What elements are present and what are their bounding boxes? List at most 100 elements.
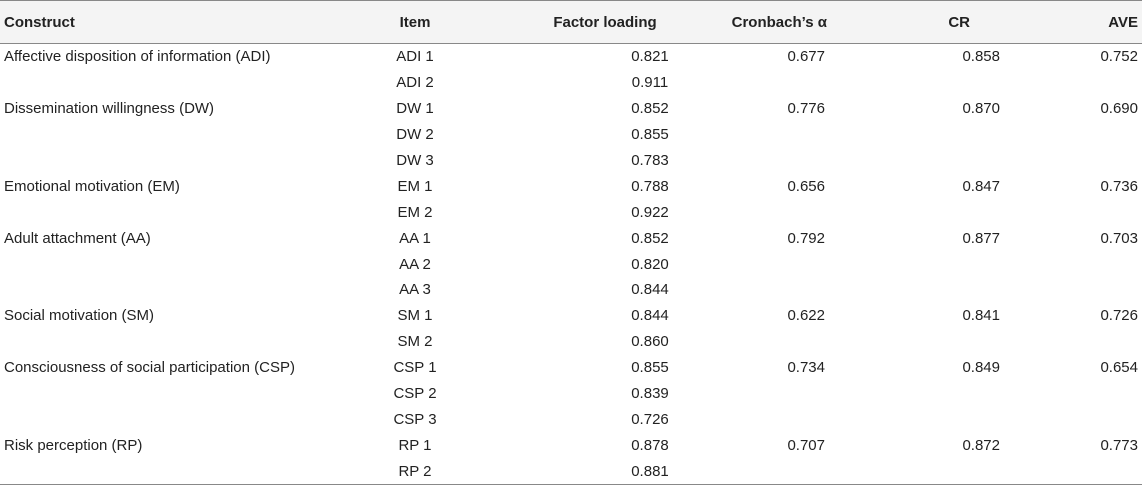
cell-ave: 0.773: [1100, 436, 1138, 454]
cell-item: EM 1: [397, 177, 433, 195]
cell-ave: 0.654: [1100, 359, 1138, 377]
cell-item: AA 3: [399, 281, 431, 299]
table-row: AA 3 0.844: [0, 277, 1142, 303]
cell-item: AA 1: [399, 229, 431, 247]
table-row: Affective disposition of information (AD…: [0, 44, 1142, 70]
cell-cr: [875, 70, 1010, 96]
cell-construct: Emotional motivation (EM): [4, 177, 180, 195]
cell-cronbach-alpha: [685, 329, 875, 355]
cell-cronbach-alpha: 0.734: [787, 359, 825, 377]
header-construct: Construct: [0, 0, 345, 44]
table-row: Dissemination willingness (DW) DW 1 0.852 0…: [0, 96, 1142, 122]
cell-cronbach-alpha: 0.792: [787, 229, 825, 247]
table-row: SM 2 0.860: [0, 329, 1142, 355]
cell-ave: [1010, 381, 1142, 407]
cell-cr: 0.872: [962, 436, 1000, 454]
cell-factor-loading: 0.783: [631, 152, 669, 169]
cell-ave: 0.726: [1100, 307, 1138, 325]
cell-cr: 0.877: [962, 229, 1000, 247]
cell-ave: 0.690: [1100, 100, 1138, 118]
cell-cr: [875, 406, 1010, 432]
cell-construct: [0, 406, 345, 432]
cell-item: CSP 3: [393, 410, 437, 428]
cell-cr: 0.847: [962, 177, 1000, 195]
cell-factor-loading: 0.820: [631, 255, 669, 273]
cell-construct: [0, 329, 345, 355]
header-factor-loading: Factor loading: [485, 0, 685, 44]
cell-cr: [875, 381, 1010, 407]
table-row: DW 2 0.855: [0, 122, 1142, 148]
cell-factor-loading: 0.878: [631, 436, 669, 454]
cell-cronbach-alpha: [685, 122, 875, 148]
cell-item: DW 1: [396, 100, 434, 118]
cell-construct: Affective disposition of information (AD…: [4, 48, 271, 66]
cell-factor-loading: 0.844: [631, 281, 669, 299]
cell-ave: [1010, 148, 1142, 174]
cell-item: AA 2: [399, 255, 431, 273]
cell-cronbach-alpha: [685, 199, 875, 225]
cell-factor-loading: 0.922: [631, 203, 669, 221]
table-row: RP 2 0.881: [0, 458, 1142, 486]
cell-ave: [1010, 199, 1142, 225]
cell-ave: [1010, 122, 1142, 148]
header-cr: CR: [875, 0, 1010, 44]
header-cronbach-alpha: Cronbach’s α: [685, 0, 875, 44]
cell-factor-loading: 0.855: [631, 359, 669, 377]
cell-cronbach-alpha: [685, 251, 875, 277]
table-row: Emotional motivation (EM) EM 1 0.788 0.656 0…: [0, 173, 1142, 199]
cell-item: RP 2: [345, 458, 485, 486]
cell-cr: [875, 122, 1010, 148]
cell-cr: [875, 251, 1010, 277]
table-row: EM 2 0.922: [0, 199, 1142, 225]
cell-cr: [875, 458, 1010, 486]
cell-ave: 0.752: [1100, 48, 1138, 66]
cell-factor-loading: 0.911: [631, 74, 669, 92]
cell-factor-loading: 0.852: [631, 100, 669, 118]
cell-item: EM 2: [397, 203, 433, 221]
cell-factor-loading: 0.839: [631, 385, 669, 403]
cell-factor-loading: 0.860: [631, 333, 669, 351]
table-row: CSP 2 0.839: [0, 381, 1142, 407]
header-ave: AVE: [1010, 0, 1142, 44]
table-row: ADI 2 0.911: [0, 70, 1142, 96]
table-row: CSP 3 0.726: [0, 406, 1142, 432]
cell-ave: [1010, 458, 1142, 486]
cell-cr: [875, 277, 1010, 303]
cell-cronbach-alpha: [685, 381, 875, 407]
cell-cronbach-alpha: [685, 148, 875, 174]
table-row: DW 3 0.783: [0, 148, 1142, 174]
cell-item: RP 1: [398, 436, 432, 454]
table-row: Consciousness of social participation (C…: [0, 355, 1142, 381]
cell-ave: [1010, 329, 1142, 355]
cell-cr: [875, 148, 1010, 174]
cell-construct: [0, 458, 345, 486]
cell-cr: [875, 199, 1010, 225]
cell-construct: [0, 148, 345, 174]
cell-construct: [0, 70, 345, 96]
table-row: Adult attachment (AA) AA 1 0.852 0.792 0.877…: [0, 225, 1142, 251]
cell-ave: 0.736: [1100, 177, 1138, 195]
cell-ave: 0.703: [1100, 229, 1138, 247]
cell-cr: 0.870: [962, 100, 1000, 118]
cell-cr: 0.858: [962, 48, 1000, 66]
cell-construct: [0, 122, 345, 148]
header-item: Item: [345, 0, 485, 44]
cell-cronbach-alpha: 0.656: [787, 177, 825, 195]
cell-cronbach-alpha: 0.776: [787, 100, 825, 118]
cell-item: ADI 1: [396, 48, 434, 66]
header-row: Construct Item Factor loading Cronbach’s…: [0, 0, 1142, 44]
cell-ave: [1010, 277, 1142, 303]
cell-item: SM 1: [397, 307, 433, 325]
cell-ave: [1010, 251, 1142, 277]
cell-factor-loading: 0.726: [631, 410, 669, 428]
table-row: Risk perception (RP) RP 1 0.878 0.707 0.872 0…: [0, 432, 1142, 458]
cell-factor-loading: 0.852: [631, 229, 669, 247]
cell-construct: Adult attachment (AA): [4, 229, 151, 247]
cell-item: DW 2: [396, 126, 434, 144]
cell-construct: Dissemination willingness (DW): [4, 100, 215, 118]
cell-cronbach-alpha: [685, 70, 875, 96]
cell-item: ADI 2: [396, 74, 434, 92]
cell-factor-loading: 0.844: [631, 307, 669, 325]
cell-construct: Consciousness of social participation (C…: [4, 359, 295, 377]
cell-item: CSP 2: [393, 385, 437, 403]
